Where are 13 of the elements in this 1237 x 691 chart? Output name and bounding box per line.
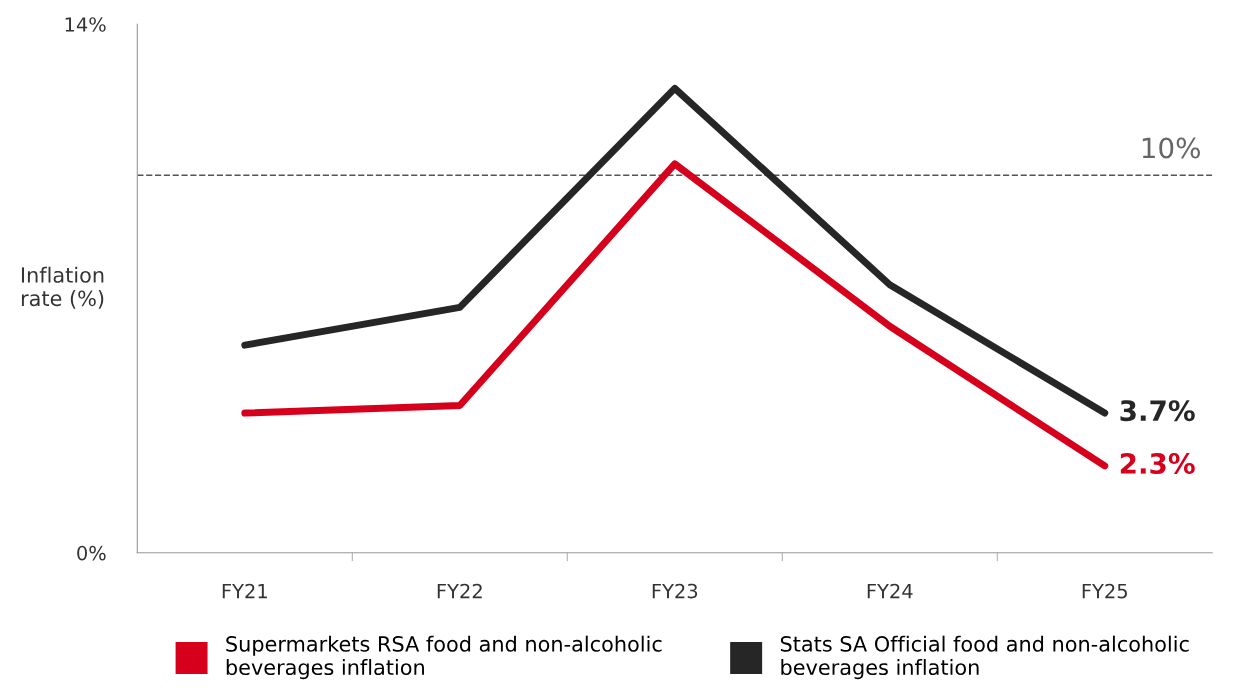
ref-line-label: 10%: [1142, 137, 1200, 159]
x-tick-label: FY25: [1082, 583, 1127, 599]
legend-label: Stats SA Official food and non-alcoholic beverages inflation: [780, 635, 1189, 680]
data-label: 2.3%: [1120, 453, 1195, 475]
x-tick-label: FY22: [437, 583, 482, 599]
x-tick-label: FY23: [652, 583, 698, 599]
x-tick-label: FY21: [222, 583, 267, 599]
y-tick-label: 14%: [65, 17, 106, 32]
y-tick-label: 0%: [77, 545, 106, 561]
y-axis-title: Inflation rate (%): [21, 266, 104, 309]
x-tick-label: FY24: [867, 583, 913, 599]
data-label: 3.7%: [1120, 400, 1195, 422]
legend-label: Supermarkets RSA food and non-alcoholic beverages inflation: [226, 635, 662, 680]
